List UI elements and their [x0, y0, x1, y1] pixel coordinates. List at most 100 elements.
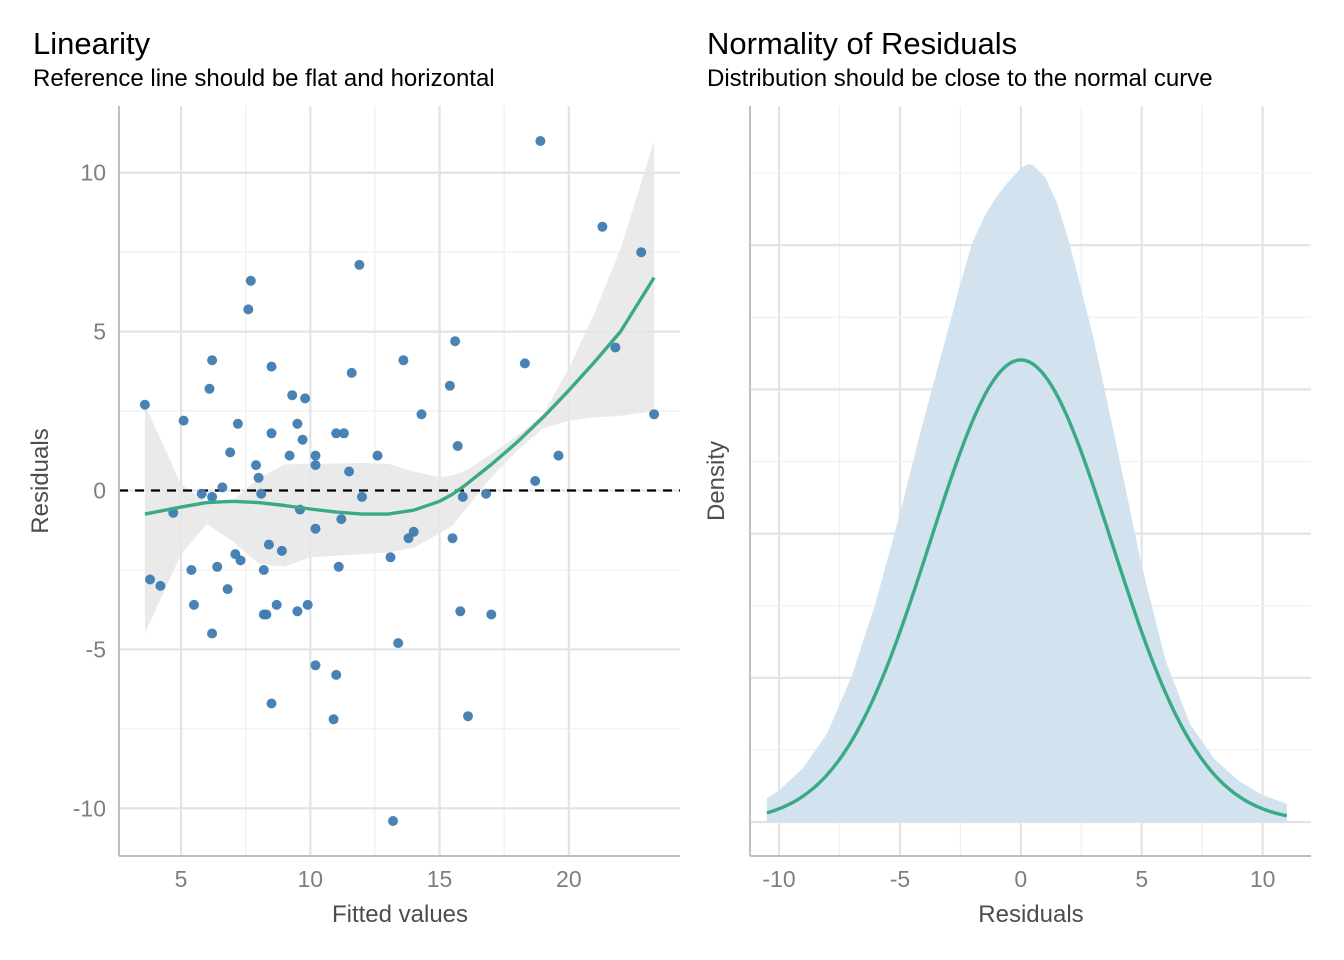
residual-point	[338, 428, 349, 439]
residual-point	[196, 488, 207, 499]
x-tick-label: 10	[298, 866, 324, 892]
residual-point	[251, 460, 261, 471]
residual-point	[597, 221, 608, 232]
residual-point	[610, 342, 621, 353]
normality-x-axis-label: Residuals	[978, 901, 1083, 928]
residual-point	[455, 606, 466, 617]
normality-x-tick-labels: -10 -5 0 5 10	[762, 866, 1275, 892]
residual-point	[486, 609, 497, 620]
residual-point	[310, 660, 321, 671]
residual-point	[271, 599, 282, 610]
residual-point	[217, 482, 228, 493]
linearity-x-tick-labels: 5 10 15 20	[175, 866, 582, 892]
residual-point	[463, 711, 473, 722]
residual-point	[636, 247, 647, 258]
residual-point	[155, 580, 166, 591]
residual-point	[186, 565, 197, 575]
residual-point	[284, 450, 295, 461]
residual-point	[225, 447, 236, 458]
residual-point	[276, 545, 287, 556]
y-tick-label: -10	[73, 795, 106, 821]
residual-point	[398, 355, 409, 366]
residual-point	[266, 428, 277, 439]
linearity-y-axis-label: Residuals	[27, 428, 54, 533]
linearity-title: Linearity	[33, 26, 151, 61]
x-tick-label: 15	[427, 866, 453, 892]
x-tick-label: 0	[1014, 866, 1027, 892]
residual-point	[256, 488, 267, 499]
residual-point	[354, 259, 365, 270]
residual-point	[212, 561, 223, 572]
residual-point	[530, 476, 541, 486]
smooth-line	[144, 276, 656, 516]
residual-point	[207, 355, 218, 366]
x-tick-label: 10	[1250, 866, 1276, 892]
residual-point	[535, 136, 546, 146]
normality-panel: -10 -5 0 5 10 Residuals Density	[703, 106, 1311, 928]
residual-point	[393, 638, 404, 649]
residual-point	[310, 450, 321, 461]
y-tick-label: -5	[86, 636, 106, 662]
y-tick-label: 5	[93, 319, 106, 345]
residual-point	[310, 523, 321, 534]
linearity-subtitle: Reference line should be flat and horizo…	[33, 65, 495, 92]
residual-point	[302, 599, 313, 610]
residual-point	[245, 275, 256, 286]
residual-point	[207, 628, 218, 639]
residual-point	[444, 380, 455, 391]
residual-point	[481, 488, 492, 499]
y-tick-label: 10	[80, 160, 106, 186]
normal-curve	[766, 358, 1288, 818]
residual-point	[189, 599, 199, 610]
residual-point	[649, 409, 660, 420]
x-tick-label: 5	[175, 866, 188, 892]
residual-point	[328, 714, 339, 725]
residual-point	[222, 584, 233, 595]
residual-point	[452, 441, 463, 451]
residual-point	[457, 491, 468, 502]
residual-point	[243, 304, 254, 315]
smooth-confidence-band	[144, 141, 655, 634]
residual-point	[266, 698, 277, 709]
residual-density-area	[766, 164, 1287, 822]
residual-point	[266, 361, 277, 372]
residual-point	[331, 669, 342, 680]
residual-point	[258, 565, 269, 575]
x-tick-label: -10	[762, 866, 795, 892]
residual-point	[408, 526, 419, 537]
residual-point	[204, 383, 215, 394]
normality-y-axis-label: Density	[703, 441, 730, 521]
residual-point	[253, 472, 264, 483]
residual-point	[385, 552, 396, 563]
residual-point	[310, 460, 321, 471]
residual-point	[145, 574, 155, 585]
x-tick-label: 5	[1135, 866, 1148, 892]
normality-title: Normality of Residuals	[707, 26, 1018, 61]
linearity-panel: 5 10 15 20 -10 -5 0 5 10 Fitted values Residual…	[27, 106, 680, 928]
residual-point	[235, 555, 246, 566]
residual-point	[292, 418, 303, 429]
residual-point	[450, 336, 461, 347]
residual-point	[261, 609, 272, 620]
residual-point	[207, 491, 218, 502]
normality-subtitle: Distribution should be close to the norm…	[707, 65, 1213, 92]
residual-point	[447, 533, 458, 544]
y-tick-label: 0	[93, 478, 106, 504]
linearity-x-axis-label: Fitted values	[332, 901, 468, 928]
x-tick-label: -5	[890, 866, 910, 892]
residual-point	[336, 514, 347, 525]
residual-point	[331, 428, 342, 439]
residual-point	[178, 415, 189, 426]
linearity-y-tick-labels: -10 -5 0 5 10	[73, 160, 106, 822]
residual-point	[519, 358, 530, 369]
x-tick-label: 20	[556, 866, 582, 892]
residual-point	[333, 561, 344, 572]
residual-point	[287, 390, 298, 401]
residual-point	[553, 450, 564, 461]
residual-point	[416, 409, 427, 420]
residual-point	[300, 393, 311, 404]
residual-point	[372, 450, 383, 461]
residual-point	[263, 539, 274, 550]
residual-point	[346, 367, 357, 378]
